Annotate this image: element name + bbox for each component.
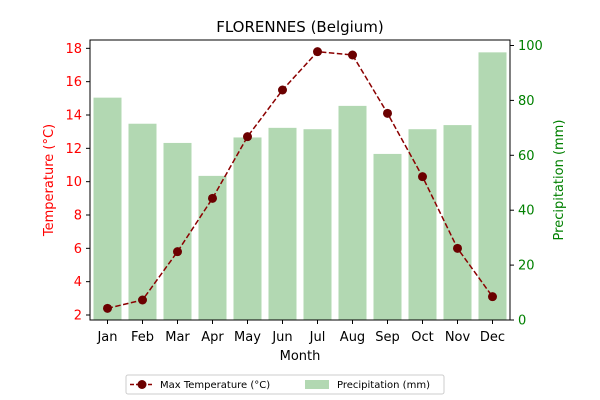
precipitation-bars — [93, 52, 507, 321]
plot-frame — [89, 39, 511, 321]
precipitation-tick-label: 100 — [518, 39, 543, 54]
temperature-tick-label: 4 — [74, 275, 82, 290]
precipitation-bar-jul — [303, 129, 332, 320]
precipitation-bar-sep — [373, 153, 402, 320]
temperature-point-jul — [313, 47, 322, 57]
x-tick-label: Dec — [480, 330, 505, 345]
x-tick-label: Jul — [309, 330, 326, 345]
x-tick-label: Jun — [271, 330, 292, 345]
x-axis-label: Month — [280, 349, 321, 364]
temperature-point-oct — [418, 172, 427, 182]
precipitation-tick-label: 20 — [518, 259, 535, 274]
temperature-tick-label: 10 — [65, 175, 82, 190]
temperature-tick-label: 2 — [74, 309, 82, 324]
precipitation-bar-oct — [408, 129, 437, 320]
x-tick-label: Mar — [165, 330, 190, 345]
temperature-point-aug — [348, 50, 357, 60]
legend: Max Temperature (°C) Precipitation (mm) — [125, 374, 445, 395]
x-axis: Jan Feb Mar Apr May Jun Jul Aug Sep Oct Nov Dec — [96, 320, 505, 345]
temperature-axis: 2 4 6 8 10 12 14 16 18 — [65, 42, 90, 324]
precipitation-axis-label: Precipitation (mm) — [552, 120, 567, 241]
x-tick-label: May — [234, 330, 261, 345]
x-tick-label: Apr — [201, 330, 224, 345]
precipitation-bar-may — [233, 137, 262, 320]
temperature-line-group — [103, 47, 497, 313]
x-tick-label: Feb — [131, 330, 154, 345]
legend-frame — [125, 374, 445, 395]
precipitation-tick-label: 60 — [518, 149, 535, 164]
precipitation-bar-dec — [478, 52, 507, 321]
legend-temperature-swatch-marker — [137, 380, 147, 389]
precipitation-axis: 0 20 40 60 80 100 — [510, 39, 543, 329]
chart-title: FLORENNES (Belgium) — [216, 18, 384, 36]
precipitation-bar-jan — [93, 97, 122, 320]
temperature-point-apr — [208, 193, 217, 203]
precipitation-tick-label: 40 — [518, 204, 535, 219]
x-tick-label: Aug — [340, 330, 365, 345]
temperature-point-jan — [103, 303, 112, 313]
x-tick-label: Sep — [375, 330, 400, 345]
temperature-tick-label: 16 — [65, 75, 82, 90]
legend-precipitation-label: Precipitation (mm) — [337, 380, 430, 391]
temperature-point-may — [243, 132, 252, 142]
temperature-point-dec — [488, 292, 497, 302]
precipitation-bar-nov — [443, 125, 472, 320]
precipitation-tick-label: 80 — [518, 94, 535, 109]
precipitation-bar-jun — [268, 127, 297, 320]
precipitation-bar-feb — [128, 123, 157, 320]
x-tick-label: Oct — [411, 330, 433, 345]
temperature-point-nov — [453, 243, 462, 253]
x-tick-label: Jan — [96, 330, 117, 345]
temperature-axis-label: Temperature (°C) — [42, 124, 57, 237]
legend-temperature-label: Max Temperature (°C) — [160, 380, 270, 391]
temperature-tick-label: 18 — [65, 42, 82, 57]
legend-precipitation-swatch — [305, 380, 329, 389]
precipitation-bar-mar — [163, 142, 192, 320]
precipitation-tick-label: 0 — [518, 314, 526, 329]
temperature-tick-label: 14 — [65, 109, 82, 124]
temperature-tick-label: 6 — [74, 242, 82, 257]
temperature-point-jun — [278, 85, 287, 95]
x-tick-label: Nov — [445, 330, 471, 345]
temperature-point-sep — [383, 108, 392, 118]
temperature-line — [107, 50, 494, 310]
temperature-tick-label: 8 — [74, 209, 82, 224]
precipitation-bar-aug — [338, 105, 367, 320]
temperature-point-mar — [173, 247, 182, 257]
temperature-tick-label: 12 — [65, 142, 82, 157]
temperature-point-feb — [138, 295, 147, 305]
